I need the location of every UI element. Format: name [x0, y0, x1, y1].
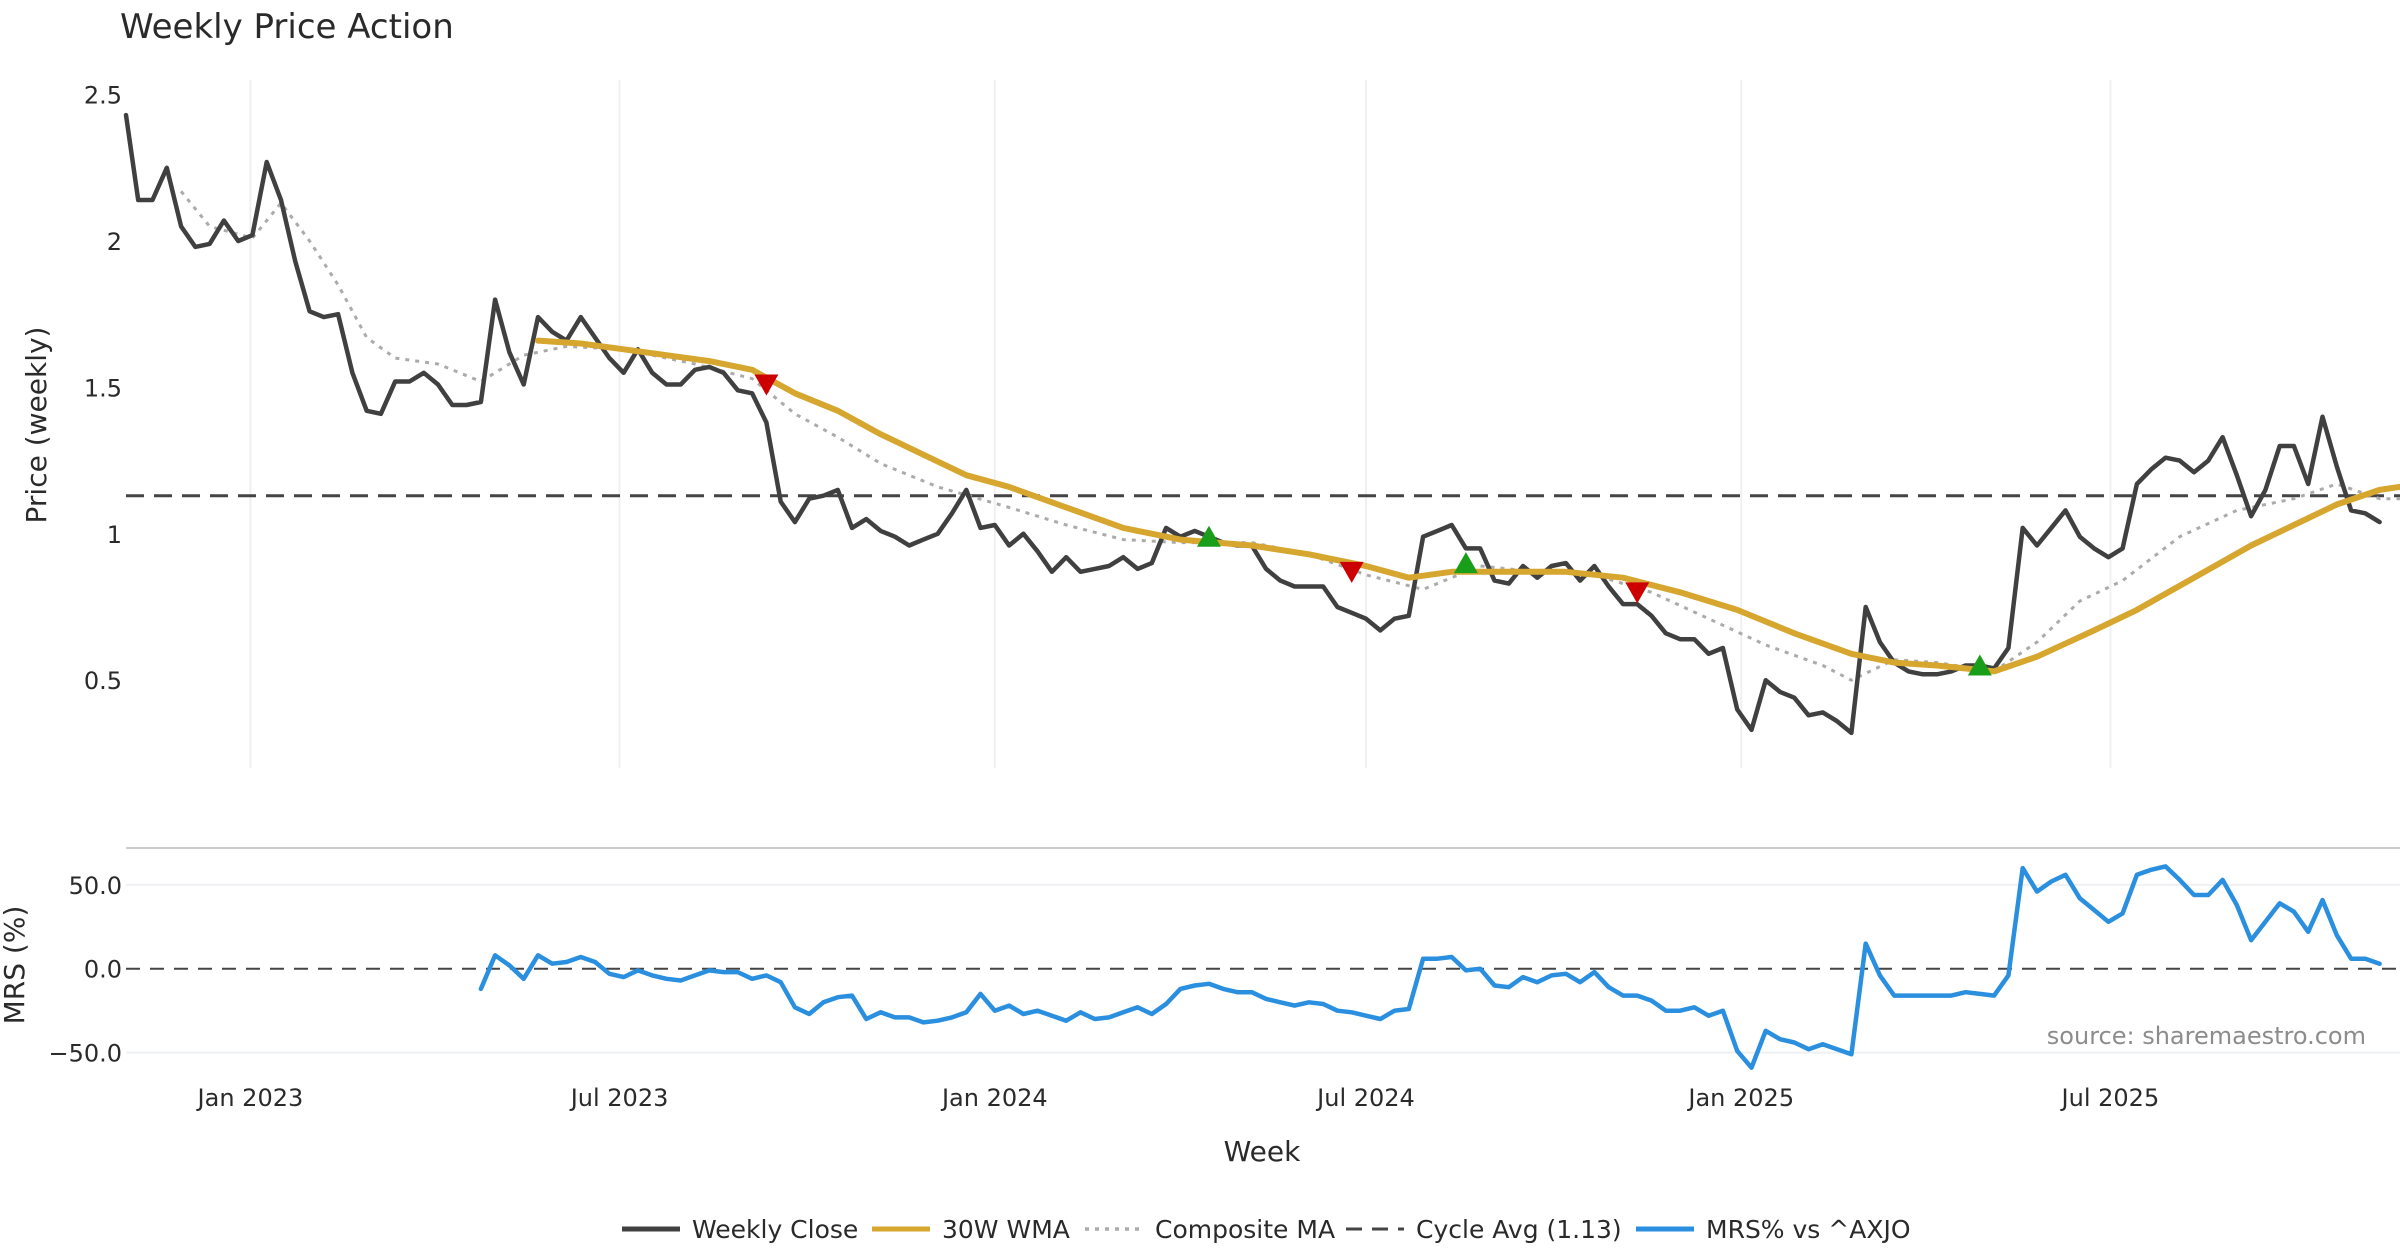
sell-signal-marker [754, 374, 779, 396]
price-y-label: Price (weekly) [20, 327, 53, 524]
x-tick-label: Jan 2023 [196, 1084, 304, 1112]
price-y-tick-label: 2 [107, 228, 122, 256]
mrs-series [478, 864, 2382, 1070]
mrs-y-tick-label: 50.0 [69, 872, 122, 900]
legend-label: Composite MA [1155, 1215, 1335, 1244]
legend-label: Cycle Avg (1.13) [1416, 1215, 1622, 1244]
buy-signal-marker [1196, 525, 1221, 547]
x-tick-label: Jul 2025 [2060, 1084, 2160, 1112]
x-axis-label: Week [1224, 1135, 1301, 1168]
price-y-tick-label: 0.5 [84, 667, 122, 695]
legend-label: 30W WMA [942, 1215, 1070, 1244]
buy-signal-marker [1967, 654, 1992, 676]
mrs-y-ticks: 50.0 0.0 −50.0 [48, 872, 122, 1068]
mrs-line [478, 864, 2382, 1070]
x-tick-label: Jul 2023 [569, 1084, 669, 1112]
x-ticks: Jan 2023 Jul 2023 Jan 2024 Jul 2024 Jan 2025… [196, 1084, 2160, 1112]
legend: Weekly Close 30W WMA Composite MA Cycle Avg… [622, 1215, 1911, 1244]
legend-label: Weekly Close [692, 1215, 858, 1244]
mrs-y-label: MRS (%) [0, 906, 31, 1025]
x-tick-label: Jul 2024 [1315, 1084, 1415, 1112]
price-y-tick-label: 1.5 [84, 374, 122, 402]
signal-markers [754, 374, 1992, 676]
price-y-ticks: 0.5 1 1.5 2 2.5 [84, 82, 122, 696]
price-y-tick-label: 2.5 [84, 82, 122, 110]
price-y-tick-label: 1 [107, 521, 122, 549]
chart-title: Weekly Price Action [120, 7, 454, 47]
source-credit: source: sharemaestro.com [2047, 1022, 2366, 1050]
30w-wma-line [535, 337, 2400, 675]
mrs-y-tick-label: −50.0 [48, 1040, 122, 1068]
legend-label: MRS% vs ^AXJO [1706, 1215, 1911, 1244]
weekly-close-line [123, 112, 2382, 736]
composite-ma-line [179, 190, 2400, 682]
price-series [123, 112, 2400, 736]
sell-signal-marker [1339, 561, 1364, 583]
buy-signal-marker [1453, 552, 1478, 574]
price-grid [249, 80, 2112, 768]
x-tick-label: Jan 2025 [1686, 1084, 1794, 1112]
x-tick-label: Jan 2024 [940, 1084, 1048, 1112]
sell-signal-marker [1625, 582, 1650, 604]
mrs-y-tick-label: 0.0 [84, 956, 122, 984]
